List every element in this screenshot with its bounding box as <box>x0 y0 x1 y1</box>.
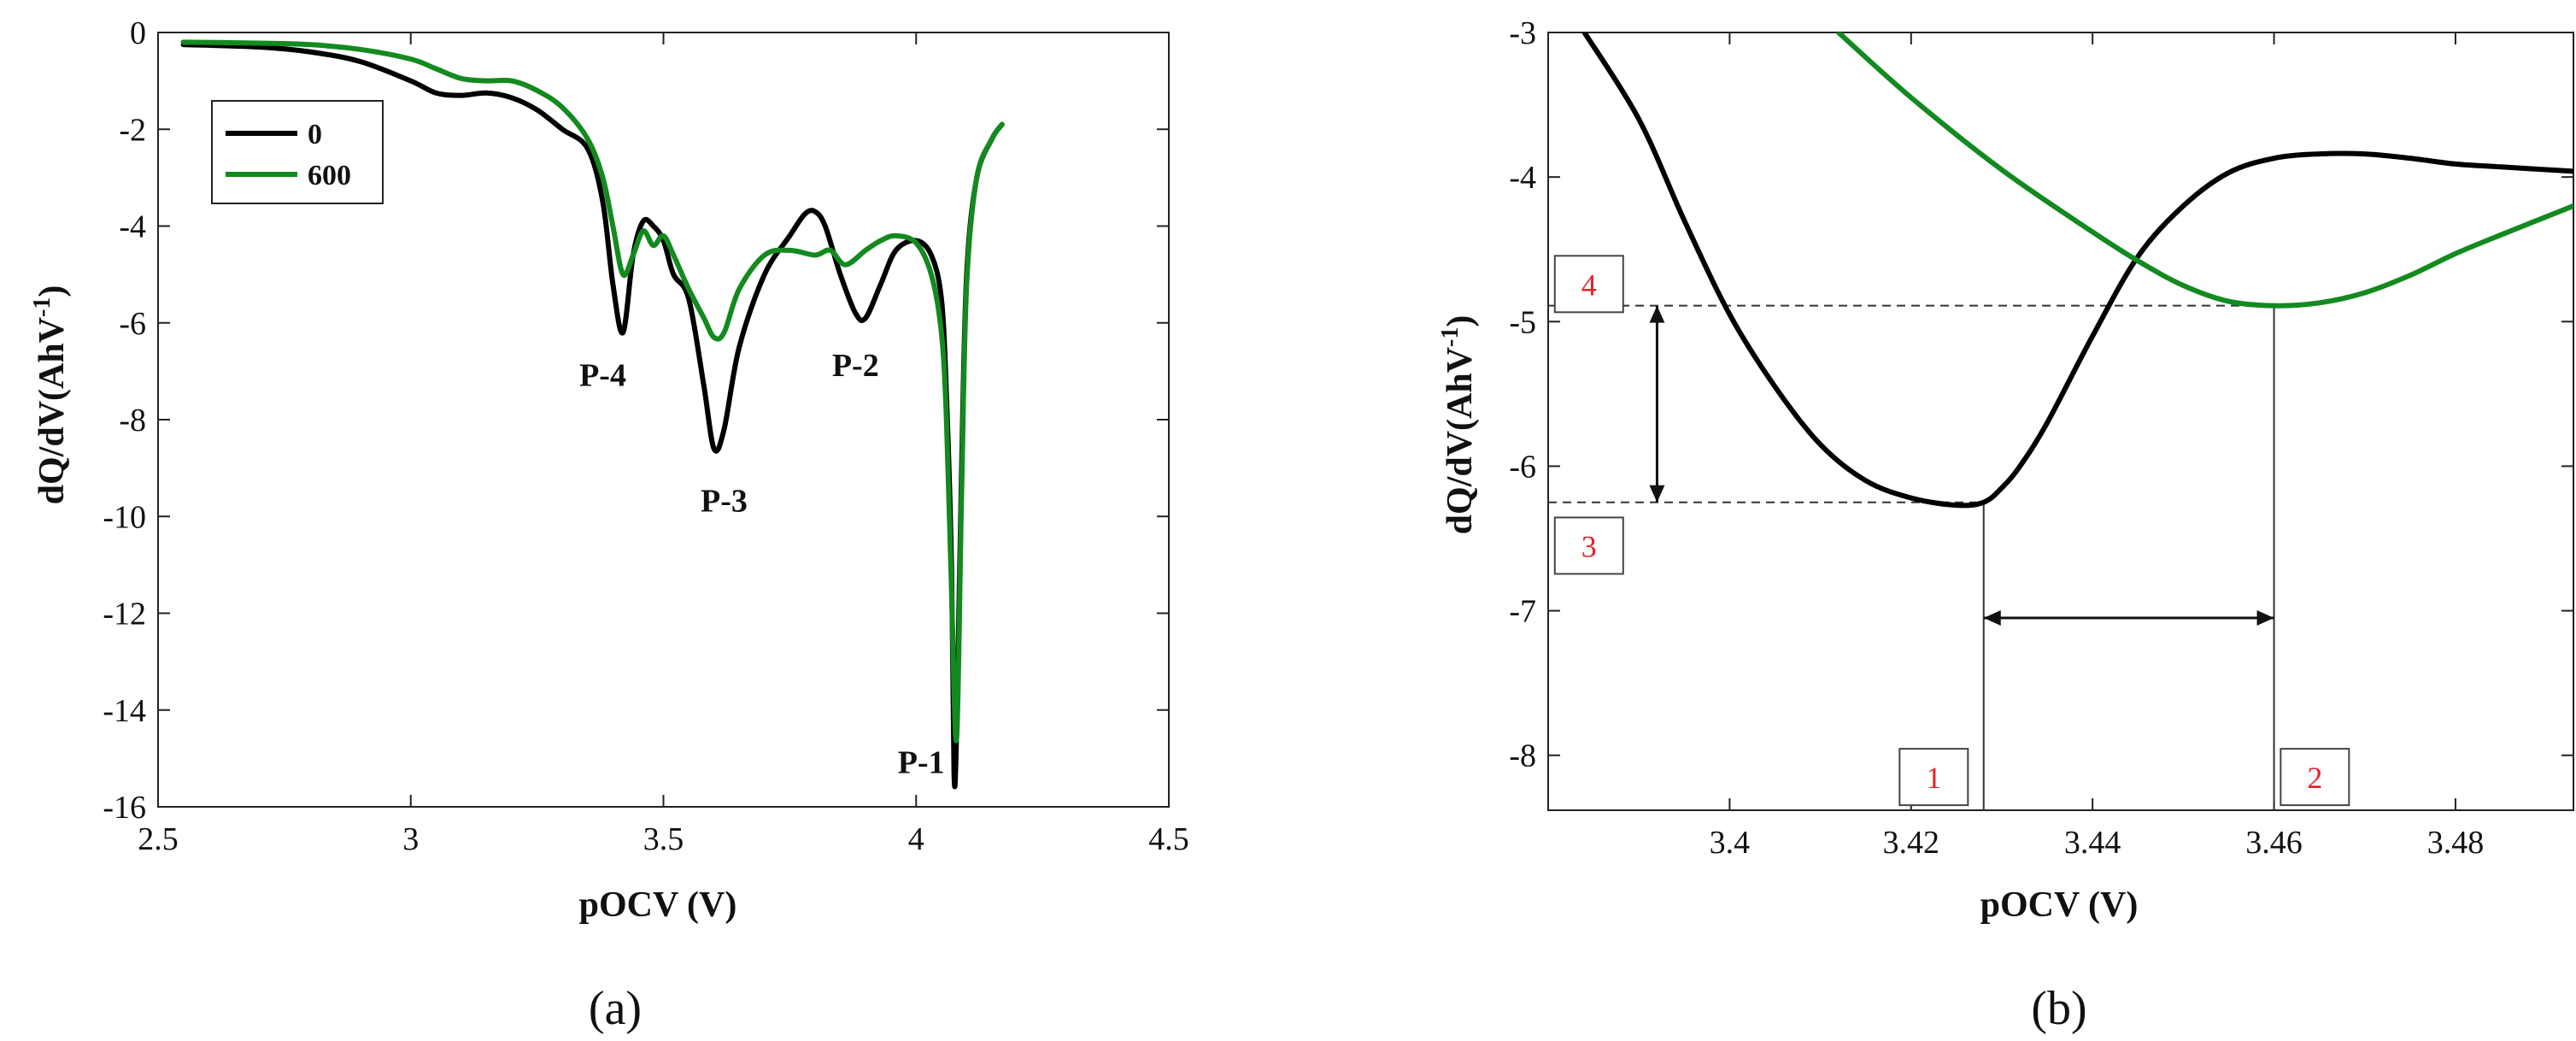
panel-a-series-group <box>180 39 1005 790</box>
panel-a-legend-label: 600 <box>308 160 351 191</box>
panel-a-peak-annotation: P-2 <box>832 348 879 384</box>
panel-b-marker-number: 2 <box>2307 761 2322 795</box>
panel-b-marker-number: 3 <box>1581 529 1597 563</box>
panel-b-ytick-label: -4 <box>1509 160 1536 196</box>
panel-a-ytick-label: -14 <box>103 693 146 729</box>
panel-b-series-line-0 <box>1581 32 2573 509</box>
panel-a-series-line-0 <box>180 42 1005 790</box>
panel-b-ytick-label: -6 <box>1509 449 1536 485</box>
panel-a-legend-box <box>211 100 384 204</box>
panel-b-xlabel: pOCV (V) <box>1980 885 2139 925</box>
panel-b-series-line-600 <box>1835 32 2573 309</box>
panel-a-ytick-label: -2 <box>119 112 146 148</box>
chart-panel-a: pOCV (V) dQ/dV(AhV-1) (a) 2.5 3 3.5 4 4.5 0 -2… <box>29 15 1189 1035</box>
panel-a-xlabel: pOCV (V) <box>579 885 737 925</box>
chart-panel-b: pOCV (V) dQ/dV(AhV-1) (b) 3.4 3.42 3.44 3.4… <box>1437 15 2574 1035</box>
panel-a-peak-annotation: P-1 <box>898 744 945 780</box>
panel-a-xtick-label: 3.5 <box>643 821 684 857</box>
panel-b-axes-frame <box>1547 32 2574 811</box>
panel-b-marker-box <box>1553 516 1624 575</box>
panel-b-label: (b) <box>2031 982 2086 1035</box>
panel-b-arrow-head <box>1649 485 1665 503</box>
panel-b-ytick-label: -8 <box>1509 738 1536 774</box>
panel-b-xtick-label: 3.4 <box>1710 825 1751 861</box>
panel-b-xtick-label: 3.44 <box>2064 825 2121 861</box>
panel-a-ytick-label: -12 <box>103 597 146 632</box>
panel-b-ytick-label: -3 <box>1509 15 1536 51</box>
panel-b-marker-number: 1 <box>1926 761 1941 795</box>
panel-a-xtick-label: 2.5 <box>138 821 179 857</box>
panel-b-series-group <box>1581 32 2573 509</box>
panel-b-ytick-label: -7 <box>1509 594 1536 630</box>
panel-a-ytick-label: -10 <box>103 499 146 535</box>
panel-b-ytick-label: -5 <box>1509 304 1536 340</box>
panel-a-legend-label: 0 <box>308 119 322 150</box>
panel-a-ytick-label: -6 <box>119 306 146 342</box>
panel-b-marker-box <box>1898 748 1969 807</box>
panel-a-xtick-label: 3 <box>402 821 419 857</box>
panel-a-peak-annotation: P-3 <box>701 484 748 520</box>
panel-a-ytick-label: 0 <box>130 15 146 51</box>
panel-a-series-line-600 <box>180 39 1005 744</box>
panel-b-marker-number: 4 <box>1581 268 1597 302</box>
panel-b-ylabel: dQ/dV(AhV-1) <box>1437 315 1480 535</box>
panel-a-peak-annotation: P-4 <box>579 357 626 393</box>
panel-b-arrow-head <box>1649 305 1665 323</box>
panel-a-xtick-label: 4.5 <box>1148 821 1189 857</box>
panel-a-ytick-label: -4 <box>119 209 146 245</box>
panel-b-marker-box <box>1553 255 1624 314</box>
panel-b-arrow-head <box>1983 610 2001 626</box>
panel-a-label: (a) <box>589 982 642 1035</box>
panel-b-xtick-label: 3.48 <box>2427 825 2485 861</box>
panel-b-marker-box <box>2280 748 2350 807</box>
panel-a-xtick-label: 4 <box>908 821 924 857</box>
panel-a-ytick-label: -8 <box>119 403 146 438</box>
panel-b-xtick-label: 3.42 <box>1883 825 1940 861</box>
panel-b-arrow-head <box>2256 610 2274 626</box>
panel-a-ytick-label: -16 <box>103 790 146 826</box>
panel-a-ylabel: dQ/dV(AhV-1) <box>29 285 72 505</box>
panel-b-xtick-label: 3.46 <box>2245 825 2303 861</box>
